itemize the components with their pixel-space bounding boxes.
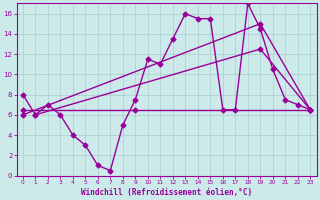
X-axis label: Windchill (Refroidissement éolien,°C): Windchill (Refroidissement éolien,°C) (81, 188, 252, 197)
